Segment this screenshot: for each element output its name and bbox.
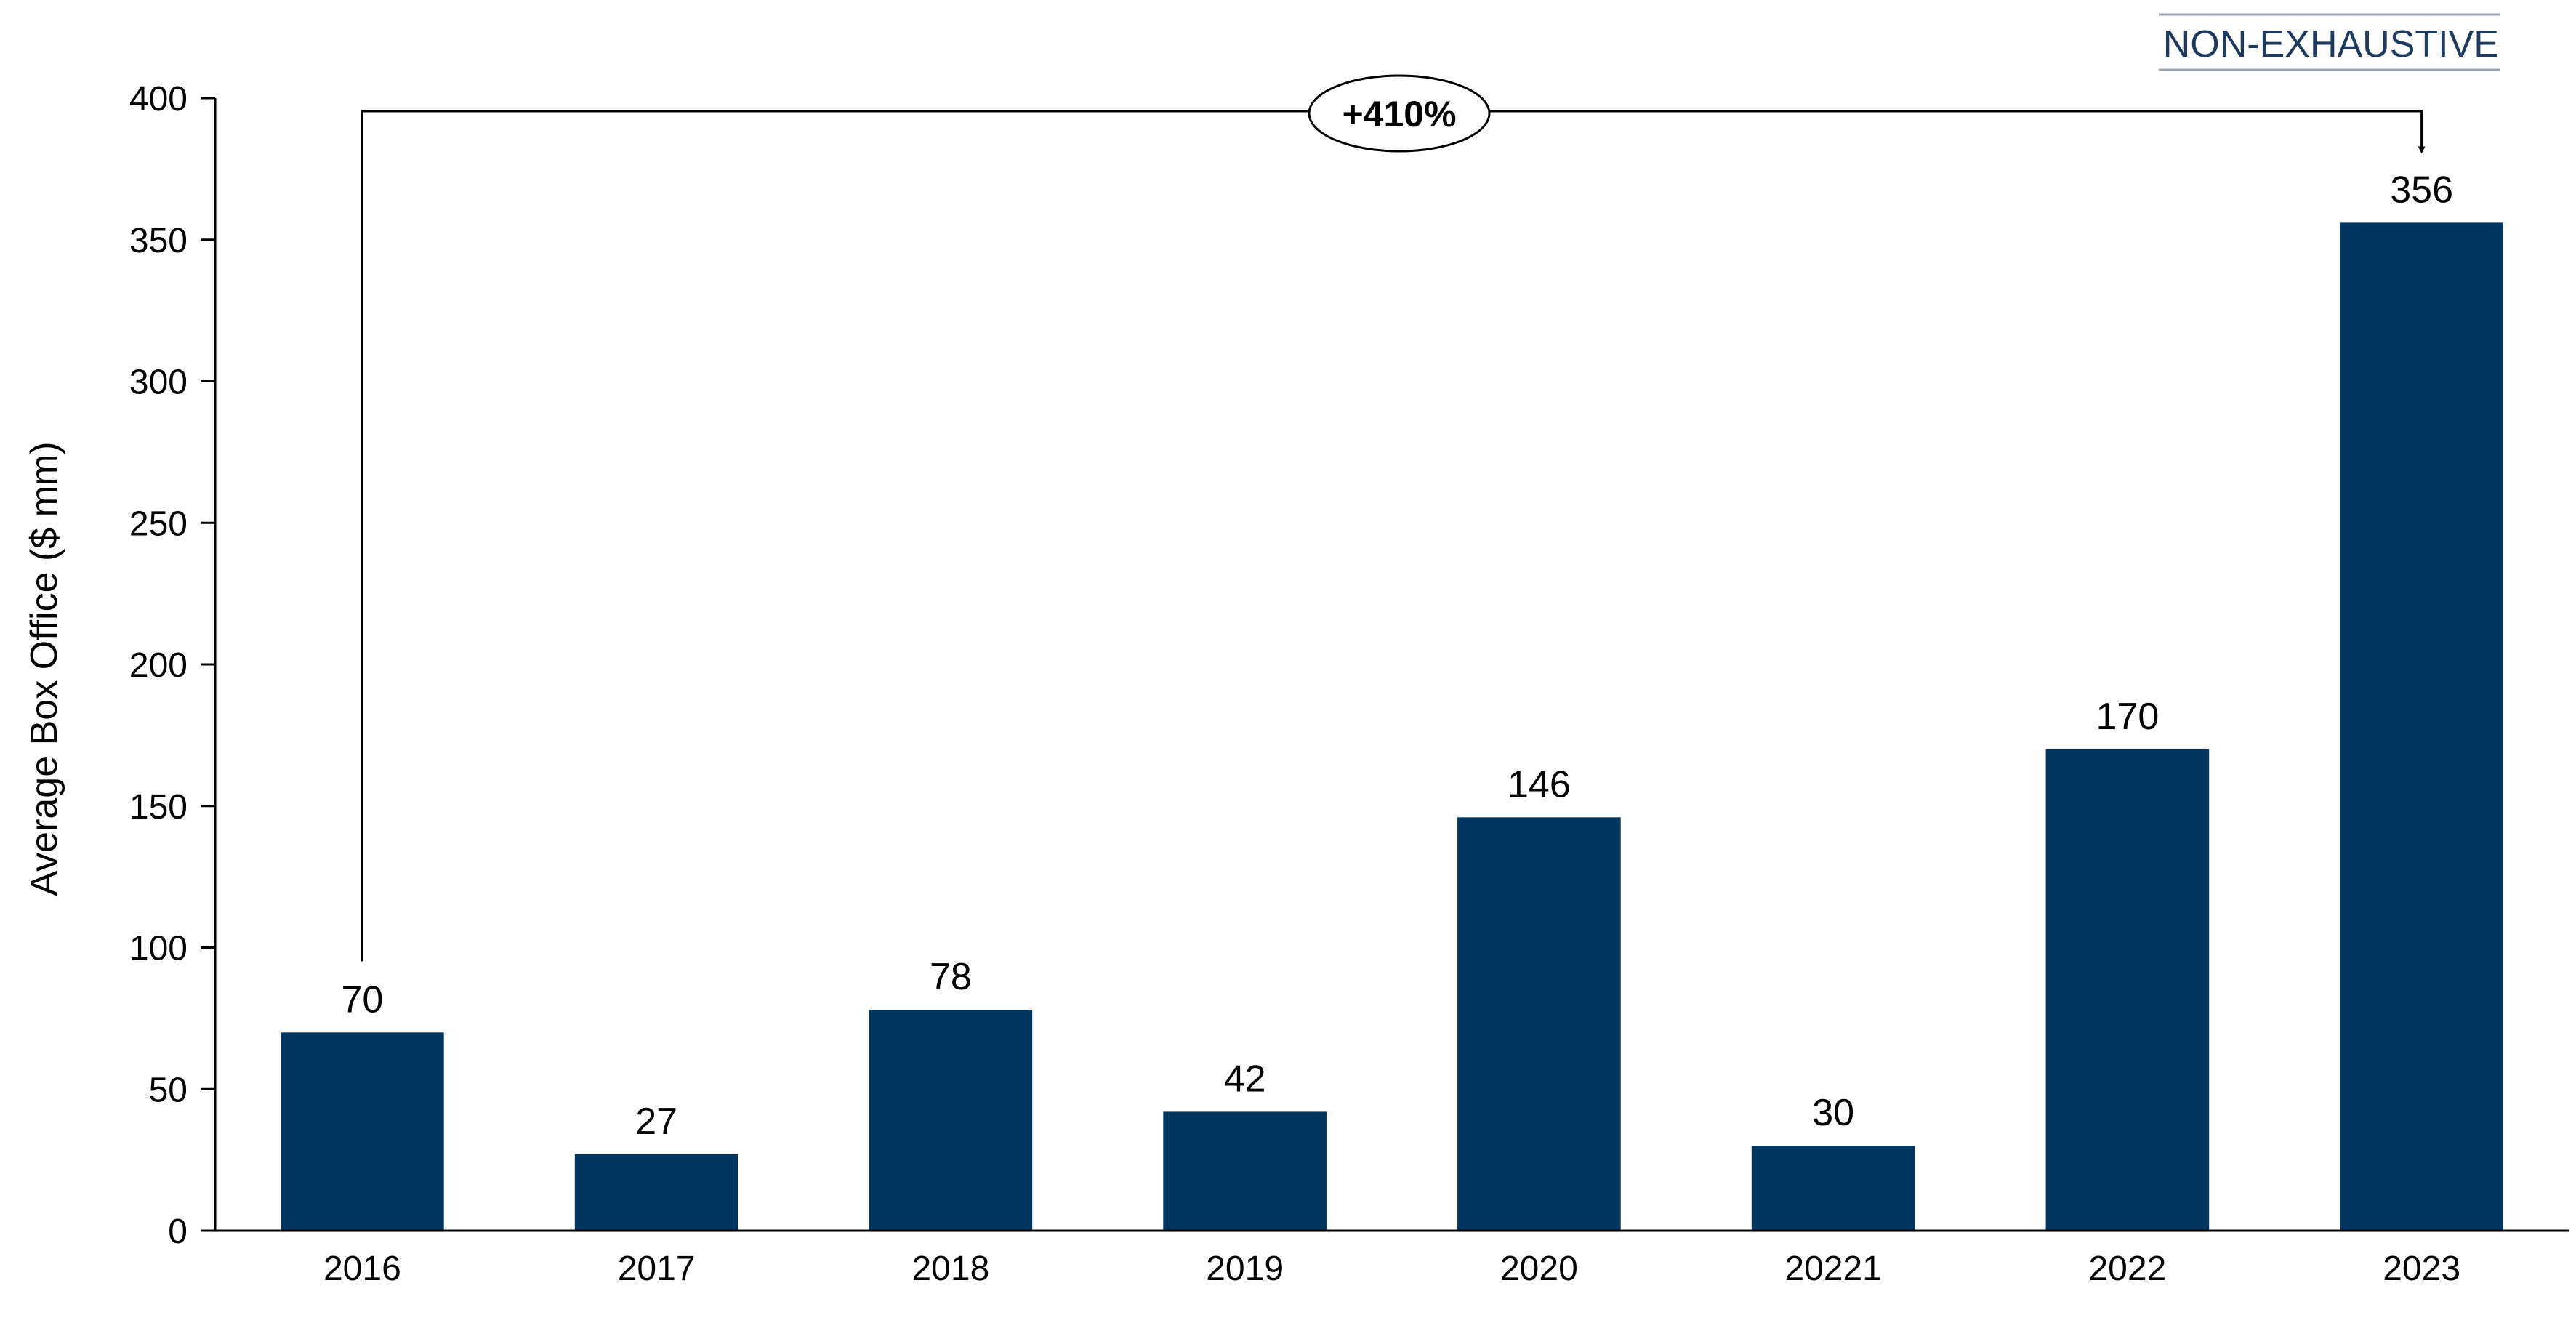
bar-value-label: 70 xyxy=(341,978,383,1021)
x-tick-label: 2016 xyxy=(323,1250,401,1288)
y-tick-label: 50 xyxy=(149,1071,188,1109)
y-axis-ticks: 0 50 100 150 200 250 300 350 400 xyxy=(129,80,215,1251)
bar-20221 xyxy=(1751,1146,1915,1231)
y-tick-label: 100 xyxy=(129,930,188,968)
bars xyxy=(281,222,2503,1231)
y-tick-label: 200 xyxy=(129,646,188,685)
x-tick-label: 20221 xyxy=(1784,1250,1881,1288)
x-tick-label: 2018 xyxy=(911,1250,989,1288)
growth-label-ellipse xyxy=(1308,74,1491,153)
badge-label: NON-EXHAUSTIVE xyxy=(2163,23,2499,65)
x-axis-ticks: 2016 2017 2018 2019 2020 20221 2022 2023 xyxy=(323,1250,2460,1288)
y-tick-label: 350 xyxy=(129,222,188,260)
x-tick-label: 2023 xyxy=(2383,1250,2460,1288)
bar-2017 xyxy=(574,1154,738,1231)
x-tick-label: 2019 xyxy=(1206,1250,1284,1288)
y-axis-title: Average Box Office ($ mm) xyxy=(23,441,65,896)
bar-value-label: 78 xyxy=(930,956,972,998)
bar-value-label: 42 xyxy=(1224,1058,1266,1100)
growth-callout: +410% xyxy=(361,74,2426,962)
y-tick-label: 250 xyxy=(129,504,188,543)
non-exhaustive-badge: NON-EXHAUSTIVE xyxy=(2159,13,2500,71)
bar-2023 xyxy=(2340,222,2503,1231)
y-tick-label: 0 xyxy=(168,1213,188,1251)
x-tick-label: 2022 xyxy=(2088,1250,2166,1288)
y-tick-label: 150 xyxy=(129,788,188,827)
bar-value-labels: 70 27 78 42 146 30 170 356 xyxy=(341,169,2453,1142)
y-tick-label: 300 xyxy=(129,363,188,402)
bar-2022 xyxy=(2045,749,2210,1231)
bar-value-label: 356 xyxy=(2390,169,2453,211)
x-tick-label: 2017 xyxy=(618,1250,696,1288)
x-tick-label: 2020 xyxy=(1500,1250,1578,1288)
bar-value-label: 146 xyxy=(1508,763,1571,805)
bar-2018 xyxy=(869,1010,1033,1231)
bar-value-label: 30 xyxy=(1812,1092,1854,1134)
bar-value-label: 170 xyxy=(2096,696,2159,738)
growth-label: +410% xyxy=(1342,94,1456,134)
bar-2020 xyxy=(1457,817,1621,1231)
y-tick-label: 400 xyxy=(129,80,188,118)
bar-2016 xyxy=(281,1032,444,1231)
bar-2019 xyxy=(1163,1111,1327,1231)
bar-value-label: 27 xyxy=(635,1101,677,1143)
